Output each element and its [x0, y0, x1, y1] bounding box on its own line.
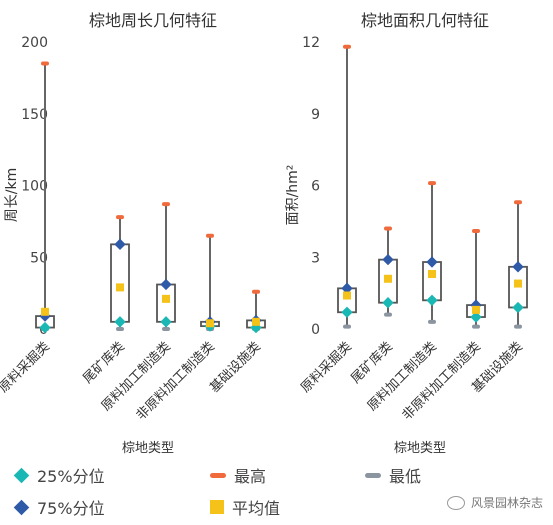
chart-2: 棕地面积几何特征036912面积/hm²原料采掘类尾矿库类原料加工制造类非原料加…	[285, 11, 528, 456]
max-marker	[206, 233, 214, 238]
y-tick-label: 9	[311, 107, 320, 123]
box-2: 尾矿库类	[80, 215, 130, 387]
max-marker	[514, 200, 522, 205]
min-marker	[116, 327, 124, 331]
q25-marker	[341, 306, 353, 318]
mean-marker	[41, 307, 49, 316]
chart-title: 棕地周长几何特征	[89, 11, 217, 30]
box-1: 原料采掘类	[298, 44, 357, 396]
y-tick-label: 50	[30, 250, 48, 266]
y-tick-label: 100	[21, 179, 48, 195]
min-marker	[428, 319, 436, 324]
q25-marker	[470, 311, 482, 323]
y-tick-label: 200	[21, 35, 48, 51]
max-marker	[252, 289, 260, 294]
legend-q75: 75%分位	[13, 495, 105, 519]
y-tick-label: 6	[311, 179, 320, 195]
max-marker	[162, 202, 170, 207]
category-label: 尾矿库类	[80, 339, 128, 387]
mean-marker	[384, 274, 392, 283]
category-label: 非原料加工制造类	[134, 339, 218, 423]
chart-title: 棕地面积几何特征	[361, 11, 489, 30]
q75-marker	[426, 256, 438, 268]
box-4: 非原料加工制造类	[134, 233, 220, 423]
wechat-icon	[446, 495, 465, 510]
box-3: 原料加工制造类	[365, 181, 442, 414]
watermark: 风景园林杂志	[446, 494, 543, 511]
mean-marker	[343, 291, 351, 300]
max-marker	[384, 226, 392, 231]
legend-q25-label: 25%分位	[37, 467, 105, 486]
q25-marker	[39, 321, 51, 334]
mean-marker	[116, 283, 124, 292]
q25-marker	[160, 316, 172, 328]
q75-marker	[382, 253, 394, 266]
mean-marker	[428, 269, 436, 278]
max-marker	[428, 181, 436, 186]
legend-mean-label: 平均值	[232, 499, 281, 518]
category-label: 非原料加工制造类	[400, 339, 484, 423]
legend-mean: 平均值	[210, 495, 280, 519]
y-axis-label: 周长/km	[4, 168, 20, 222]
legend-max-marker	[210, 472, 226, 478]
legend-max: 最高	[210, 463, 266, 487]
legend-q75-label: 75%分位	[37, 499, 105, 518]
q75-marker	[341, 282, 353, 294]
category-label: 原料采掘类	[0, 339, 53, 396]
q25-marker	[512, 301, 524, 314]
legend-q25-marker	[13, 467, 30, 483]
y-tick-label: 12	[302, 35, 320, 51]
watermark-text: 风景园林杂志	[470, 496, 543, 510]
min-marker	[384, 312, 392, 317]
max-marker	[116, 215, 124, 220]
legend-min-marker	[365, 472, 381, 478]
max-marker	[41, 61, 49, 66]
min-marker	[343, 324, 351, 329]
y-tick-label: 0	[311, 322, 320, 338]
box-5: 基础设施类	[207, 289, 266, 396]
box-iqr	[110, 243, 130, 323]
q25-marker	[426, 294, 438, 306]
max-marker	[472, 228, 480, 233]
mean-marker	[252, 317, 260, 326]
box-4: 非原料加工制造类	[400, 228, 486, 423]
category-label: 基础设施类	[207, 339, 264, 396]
chart-1: 棕地周长几何特征050100150200周长/km原料采掘类尾矿库类原料加工制造…	[0, 11, 266, 456]
mean-marker	[472, 305, 480, 314]
legend-max-label: 最高	[234, 467, 267, 486]
min-marker	[162, 327, 170, 331]
mean-marker	[206, 319, 214, 328]
y-tick-label: 150	[21, 107, 48, 123]
y-axis-label: 面积/hm²	[285, 165, 301, 226]
legend-q25: 25%分位	[13, 463, 105, 487]
min-marker	[472, 324, 480, 329]
q25-marker	[382, 297, 394, 309]
mean-marker	[162, 294, 170, 303]
box-iqr	[422, 261, 442, 302]
q75-marker	[160, 278, 172, 291]
legend-min: 最低	[365, 463, 421, 487]
category-label: 原料采掘类	[298, 339, 355, 396]
legend-q75-marker	[13, 499, 30, 515]
q75-marker	[512, 261, 524, 273]
x-axis-label: 棕地类型	[122, 441, 174, 456]
min-marker	[514, 324, 522, 329]
max-marker	[343, 44, 351, 49]
legend-mean-marker	[210, 500, 224, 514]
x-axis-label: 棕地类型	[394, 441, 446, 456]
y-tick-label: 3	[311, 250, 320, 266]
mean-marker	[514, 279, 522, 288]
legend-min-label: 最低	[389, 467, 422, 486]
